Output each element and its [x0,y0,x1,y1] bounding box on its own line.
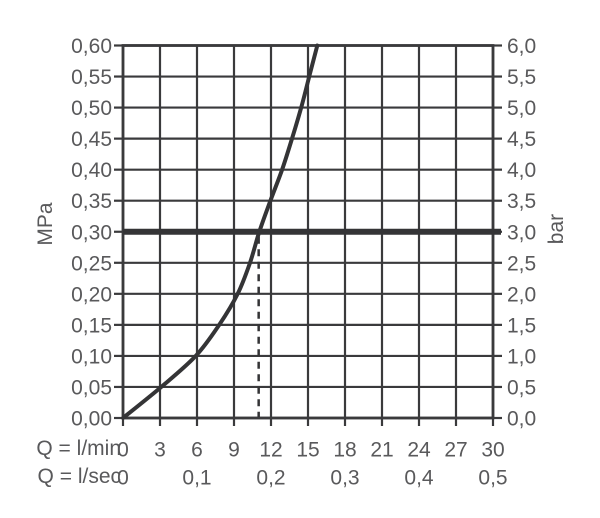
x-axis-lsec-tick-label: 0,5 [478,467,507,490]
x-axis-lmin-tick-label: 15 [296,439,319,462]
y-axis-left-tick-label: 0,10 [71,345,112,368]
y-axis-right-tick-label: 3,0 [507,221,536,244]
y-axis-right-tick-label: 1,5 [507,314,536,337]
y-axis-left-tick-label: 0,05 [71,376,112,399]
x-axis-lsec-tick-label: 0,2 [256,467,285,490]
y-axis-left-tick-label: 0,25 [71,252,112,275]
y-axis-left-unit-label: MPa [34,202,57,246]
y-axis-right-tick-label: 4,5 [507,128,536,151]
x-axis-lmin-tick-label: 18 [333,439,356,462]
y-axis-right-tick-label: 3,5 [507,190,536,213]
y-axis-left-tick-label: 0,50 [71,97,112,120]
x-axis-lsec-tick-label: 0 [117,467,129,490]
y-axis-left-tick-label: 0,20 [71,283,112,306]
x-axis-lsec-tick-label: 0,3 [330,467,359,490]
x-axis-lsec-tick-label: 0,4 [404,467,434,490]
y-axis-right-unit-label: bar [545,213,568,245]
x-axis-lmin-tick-label: 27 [444,439,467,462]
y-axis-right-tick-label: 1,0 [507,345,536,368]
y-axis-right-tick-label: 2,5 [507,252,536,275]
flow-pressure-curve [121,43,320,420]
y-axis-left-tick-label: 0,45 [71,128,112,151]
y-axis-right-tick-label: 5,0 [507,97,536,120]
y-axis-right-tick-label: 0,5 [507,376,536,399]
x-axis-lmin-tick-label: 24 [407,439,431,462]
x-axis-lmin-tick-label: 9 [228,439,240,462]
x-axis-lsec-caption: Q = l/sec [37,465,121,488]
x-axis-lmin-tick-label: 21 [370,439,393,462]
y-axis-right-tick-label: 6,0 [507,35,536,58]
y-axis-right-tick-label: 5,5 [507,66,536,89]
y-axis-left-tick-label: 0,60 [71,35,112,58]
y-axis-right-tick-label: 2,0 [507,283,536,306]
x-axis-lsec-tick-label: 0,1 [182,467,211,490]
x-axis-lmin-tick-label: 30 [481,439,504,462]
x-axis-lmin-tick-label: 6 [191,439,203,462]
x-axis-lmin-caption: Q = l/min [36,437,121,460]
y-axis-left-tick-label: 0,00 [71,408,112,431]
x-axis-lmin-tick-label: 12 [259,439,282,462]
y-axis-left-tick-label: 0,35 [71,190,112,213]
y-axis-right-tick-label: 4,0 [507,159,536,182]
x-axis-lmin-tick-label: 3 [154,439,166,462]
y-axis-right-tick-label: 0,0 [507,408,536,431]
y-axis-left-tick-label: 0,15 [71,314,112,337]
x-axis-lmin-tick-label: 0 [117,439,129,462]
y-axis-left-tick-label: 0,30 [71,221,112,244]
y-axis-left-tick-label: 0,55 [71,66,112,89]
y-axis-left-tick-label: 0,40 [71,159,112,182]
